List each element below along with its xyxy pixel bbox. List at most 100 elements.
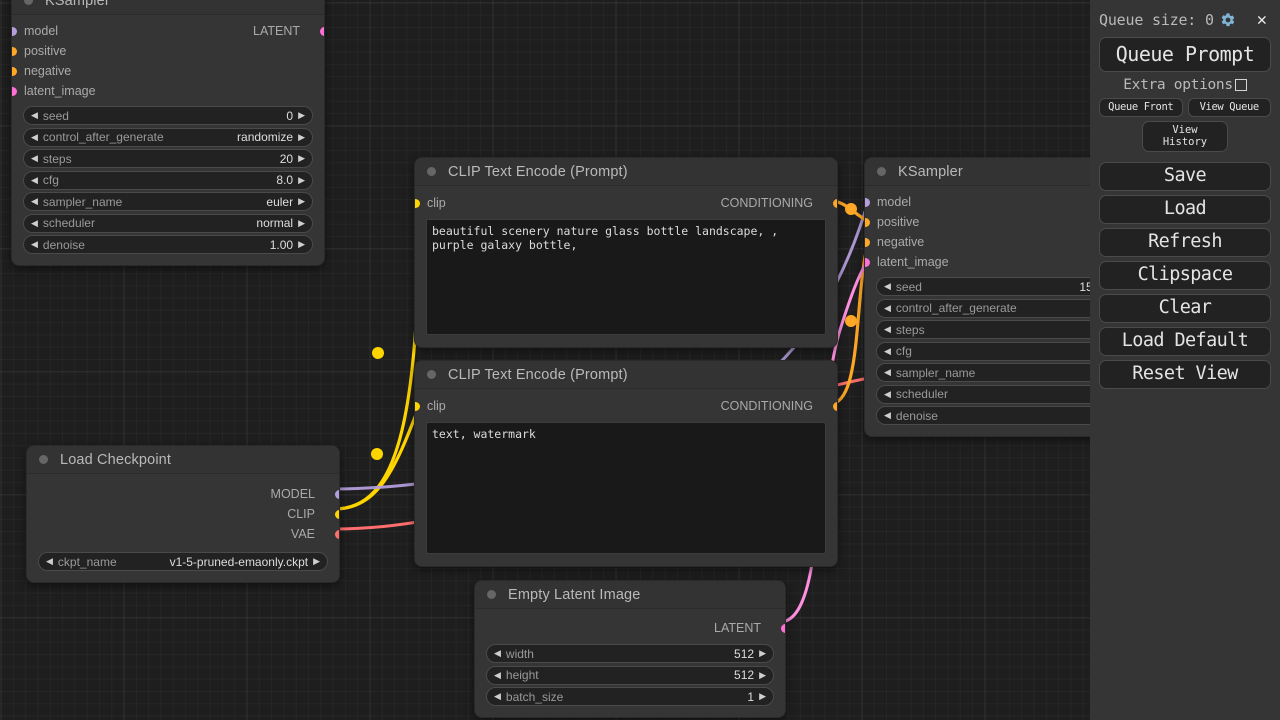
queue-prompt-button[interactable]: Queue Prompt [1099, 37, 1271, 72]
collapse-dot-icon[interactable] [24, 0, 33, 5]
save-button[interactable]: Save [1099, 162, 1271, 191]
decrement-arrow-icon[interactable]: ◀ [884, 302, 891, 313]
collapse-dot-icon[interactable] [877, 167, 886, 176]
view-history-button[interactable]: View History [1142, 121, 1228, 152]
widget-scheduler[interactable]: ◀ scheduler normal ▶ [23, 213, 313, 233]
increment-arrow-icon[interactable]: ▶ [298, 110, 305, 120]
prompt-textarea[interactable]: text, watermark [426, 422, 826, 554]
decrement-arrow-icon[interactable]: ◀ [46, 556, 53, 566]
node-ksampler-left[interactable]: KSampler model LATENT positive [11, 0, 325, 266]
decrement-arrow-icon[interactable]: ◀ [494, 691, 501, 701]
collapse-dot-icon[interactable] [427, 370, 436, 379]
widget-sampler-name[interactable]: ◀ sampler_name euler ▶ [23, 192, 313, 211]
node-empty-latent-image[interactable]: Empty Latent Image LATENT ◀ width 512 ▶ … [474, 580, 786, 718]
node-clip-text-encode-negative[interactable]: CLIP Text Encode (Prompt) clip CONDITION… [414, 360, 838, 567]
increment-arrow-icon[interactable]: ▶ [759, 648, 766, 658]
decrement-arrow-icon[interactable]: ◀ [31, 110, 38, 120]
decrement-arrow-icon[interactable]: ◀ [884, 345, 891, 356]
decrement-arrow-icon[interactable]: ◀ [884, 410, 891, 420]
increment-arrow-icon[interactable]: ▶ [298, 131, 305, 142]
widget-batch-size[interactable]: ◀ batch_size 1 ▶ [486, 687, 774, 706]
close-icon[interactable]: ✕ [1256, 9, 1267, 30]
node-ksampler-right[interactable]: KSampler model positive negative latent [864, 157, 1090, 437]
node-load-checkpoint[interactable]: Load Checkpoint MODEL CLIP VAE ◀ ckpt_na [26, 445, 340, 583]
load-button[interactable]: Load [1099, 195, 1271, 224]
widget-control-after-generate[interactable]: ◀ control_after_generate randomize ▶ [23, 127, 313, 147]
widget-denoise[interactable]: ◀ denoise 1.00 ▶ [23, 235, 313, 254]
socket-latent-out[interactable] [319, 26, 324, 36]
widget-control-after-generate[interactable]: ◀ control_after_generate ran ▶ [876, 298, 1090, 318]
node-title-bar[interactable]: KSampler [12, 0, 324, 15]
widget-sampler-name[interactable]: ◀ sampler_name ▶ [876, 363, 1090, 382]
socket-latent-out[interactable] [780, 623, 785, 633]
widget-width[interactable]: ◀ width 512 ▶ [486, 644, 774, 663]
clear-button[interactable]: Clear [1099, 294, 1271, 323]
increment-arrow-icon[interactable]: ▶ [298, 174, 305, 185]
increment-arrow-icon[interactable]: ▶ [298, 196, 305, 206]
extra-options-row[interactable]: Extra options [1099, 77, 1271, 93]
decrement-arrow-icon[interactable]: ◀ [31, 174, 38, 185]
socket-latent-image[interactable] [865, 257, 870, 267]
widget-steps[interactable]: ◀ steps ▶ [876, 320, 1090, 339]
socket-positive[interactable] [865, 217, 870, 227]
node-title-bar[interactable]: Empty Latent Image [475, 581, 785, 609]
widget-seed[interactable]: ◀ seed 0 ▶ [23, 106, 313, 125]
decrement-arrow-icon[interactable]: ◀ [31, 239, 38, 249]
gear-icon[interactable] [1220, 12, 1236, 28]
decrement-arrow-icon[interactable]: ◀ [884, 281, 891, 291]
clipspace-button[interactable]: Clipspace [1099, 261, 1271, 290]
collapse-dot-icon[interactable] [39, 455, 48, 464]
widget-seed[interactable]: ◀ seed 1566802087 ▶ [876, 277, 1090, 296]
decrement-arrow-icon[interactable]: ◀ [31, 196, 38, 206]
socket-conditioning[interactable] [832, 401, 837, 411]
increment-arrow-icon[interactable]: ▶ [298, 217, 305, 228]
decrement-arrow-icon[interactable]: ◀ [31, 131, 38, 142]
decrement-arrow-icon[interactable]: ◀ [884, 324, 891, 334]
decrement-arrow-icon[interactable]: ◀ [31, 153, 38, 163]
node-title-bar[interactable]: CLIP Text Encode (Prompt) [415, 158, 837, 186]
socket-negative[interactable] [865, 237, 870, 247]
prompt-textarea[interactable]: beautiful scenery nature glass bottle la… [426, 219, 826, 335]
decrement-arrow-icon[interactable]: ◀ [884, 367, 891, 377]
socket-conditioning[interactable] [832, 198, 837, 208]
view-queue-button[interactable]: View Queue [1187, 98, 1271, 117]
socket-negative[interactable] [12, 66, 17, 76]
refresh-button[interactable]: Refresh [1099, 228, 1271, 257]
widget-steps[interactable]: ◀ steps 20 ▶ [23, 149, 313, 168]
decrement-arrow-icon[interactable]: ◀ [884, 388, 891, 399]
widget-denoise[interactable]: ◀ denoise ▶ [876, 406, 1090, 425]
node-title-bar[interactable]: KSampler [865, 158, 1090, 186]
socket-clip[interactable] [415, 198, 420, 208]
widget-cfg[interactable]: ◀ cfg ▶ [876, 341, 1090, 361]
increment-arrow-icon[interactable]: ▶ [759, 669, 766, 680]
socket-clip-out[interactable] [334, 509, 339, 519]
node-title-bar[interactable]: CLIP Text Encode (Prompt) [415, 361, 837, 389]
socket-latent-image[interactable] [12, 86, 17, 96]
node-title-bar[interactable]: Load Checkpoint [27, 446, 339, 474]
widget-scheduler[interactable]: ◀ scheduler ▶ [876, 384, 1090, 404]
widget-cfg[interactable]: ◀ cfg 8.0 ▶ [23, 170, 313, 190]
socket-clip[interactable] [415, 401, 420, 411]
widget-height[interactable]: ◀ height 512 ▶ [486, 665, 774, 685]
widget-ckpt-name[interactable]: ◀ ckpt_name v1-5-pruned-emaonly.ckpt ▶ [38, 552, 328, 571]
node-graph-canvas[interactable]: KSampler model LATENT positive [0, 0, 1090, 720]
socket-vae-out[interactable] [334, 529, 339, 539]
increment-arrow-icon[interactable]: ▶ [313, 556, 320, 566]
extra-options-checkbox[interactable] [1234, 79, 1247, 91]
socket-positive[interactable] [12, 46, 17, 56]
node-clip-text-encode-positive[interactable]: CLIP Text Encode (Prompt) clip CONDITION… [414, 157, 838, 348]
queue-front-button[interactable]: Queue Front [1099, 98, 1183, 117]
socket-model-out[interactable] [334, 489, 339, 499]
decrement-arrow-icon[interactable]: ◀ [494, 648, 501, 658]
load-default-button[interactable]: Load Default [1099, 327, 1271, 356]
increment-arrow-icon[interactable]: ▶ [298, 239, 305, 249]
collapse-dot-icon[interactable] [427, 167, 436, 176]
increment-arrow-icon[interactable]: ▶ [298, 153, 305, 163]
increment-arrow-icon[interactable]: ▶ [759, 691, 766, 701]
socket-model[interactable] [865, 197, 870, 207]
decrement-arrow-icon[interactable]: ◀ [494, 669, 501, 680]
collapse-dot-icon[interactable] [487, 590, 496, 599]
socket-model[interactable] [12, 26, 17, 36]
decrement-arrow-icon[interactable]: ◀ [31, 217, 38, 228]
reset-view-button[interactable]: Reset View [1099, 360, 1271, 389]
